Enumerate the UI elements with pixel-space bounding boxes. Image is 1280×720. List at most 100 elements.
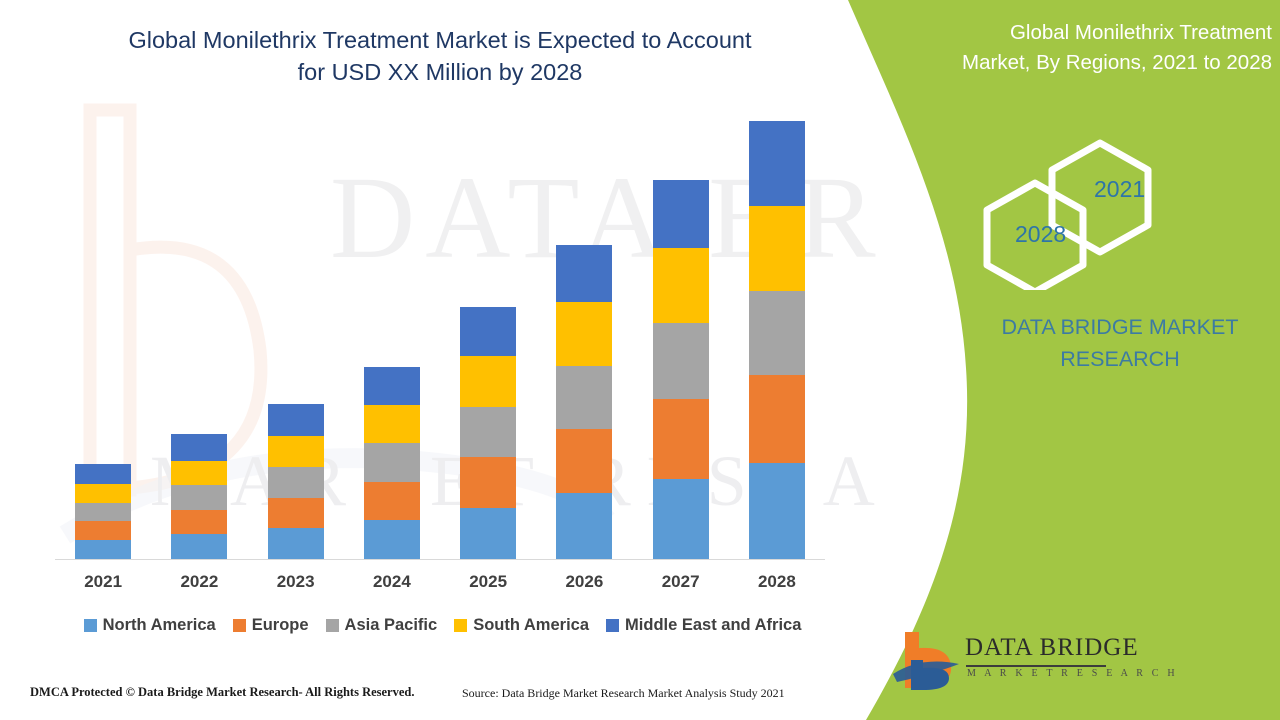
bar-segment-middle-east-and-africa[interactable] <box>748 120 805 206</box>
bar-column-2023[interactable] <box>248 121 344 559</box>
bar-column-2021[interactable] <box>55 121 151 559</box>
bar-segment-europe[interactable] <box>460 457 517 509</box>
bar-segment-south-america[interactable] <box>460 355 517 407</box>
x-axis-label-2023: 2023 <box>276 572 315 591</box>
hexagon-group: 2021 2028 <box>975 135 1205 296</box>
bar-segment-north-america[interactable] <box>171 534 228 559</box>
bar-segment-europe[interactable] <box>748 375 805 463</box>
stacked-bar[interactable] <box>556 244 613 559</box>
brand-name-line2: RESEARCH <box>1060 347 1180 372</box>
legend-swatch-icon <box>83 619 97 632</box>
bar-segment-asia-pacific[interactable] <box>171 485 228 510</box>
bar-segment-asia-pacific[interactable] <box>652 323 709 399</box>
bar-segment-north-america[interactable] <box>556 492 613 559</box>
legend-item-south-america[interactable]: South America <box>454 616 589 635</box>
logo-title: DATA BRIDGE <box>965 634 1139 661</box>
stacked-bar[interactable] <box>363 367 420 559</box>
bar-segment-middle-east-and-africa[interactable] <box>556 244 613 303</box>
legend-item-europe[interactable]: Europe <box>232 616 309 635</box>
bar-group <box>55 120 825 559</box>
bar-segment-europe[interactable] <box>171 509 228 535</box>
legend-label: Asia Pacific <box>344 616 438 634</box>
bar-segment-europe[interactable] <box>267 497 324 529</box>
legend-label: Middle East and Africa <box>625 616 802 634</box>
bar-segment-south-america[interactable] <box>556 302 613 366</box>
bar-segment-asia-pacific[interactable] <box>748 290 805 376</box>
legend-item-north-america[interactable]: North America <box>83 616 216 635</box>
bar-segment-middle-east-and-africa[interactable] <box>460 307 517 356</box>
bar-column-2025[interactable] <box>440 121 536 559</box>
legend-swatch-icon <box>606 619 620 632</box>
legend-swatch-icon <box>325 619 339 632</box>
bar-segment-south-america[interactable] <box>748 205 805 291</box>
bar-segment-middle-east-and-africa[interactable] <box>75 463 132 484</box>
brand-name: DATA BRIDGE MARKET RESEARCH <box>960 311 1280 376</box>
legend-item-middle-east-and-africa[interactable]: Middle East and Africa <box>606 616 801 635</box>
bar-segment-north-america[interactable] <box>748 462 805 559</box>
x-axis-label-2028: 2028 <box>757 572 796 591</box>
x-axis-label-2026: 2026 <box>565 572 604 591</box>
page-title-line1: Global Monilethrix Treatment Market is E… <box>128 27 752 53</box>
bar-column-2027[interactable] <box>633 121 729 559</box>
x-axis-label-2024: 2024 <box>372 572 411 591</box>
stacked-bar[interactable] <box>171 434 228 559</box>
panel-title-line2: Market, By Regions, 2021 to 2028 <box>962 50 1272 74</box>
hexagon-label-2028: 2028 <box>1015 221 1067 247</box>
hexagon-shapes-icon <box>983 139 1152 296</box>
stacked-bar[interactable] <box>748 120 805 559</box>
bar-segment-south-america[interactable] <box>75 483 132 503</box>
bar-segment-middle-east-and-africa[interactable] <box>363 367 420 405</box>
footer-source: Source: Data Bridge Market Research Mark… <box>462 686 785 700</box>
chart-legend: North America Europe Asia Pacific South Ame… <box>55 616 830 635</box>
bar-segment-europe[interactable] <box>75 521 132 541</box>
bar-segment-middle-east-and-africa[interactable] <box>171 434 228 461</box>
stacked-bar[interactable] <box>652 179 709 559</box>
bar-segment-asia-pacific[interactable] <box>556 365 613 430</box>
bar-segment-asia-pacific[interactable] <box>267 467 324 498</box>
bar-segment-south-america[interactable] <box>363 404 420 444</box>
x-axis-labels: 2021 2022 2023 2024 2025 2026 2027 2028 <box>55 572 825 592</box>
bar-segment-south-america[interactable] <box>652 248 709 324</box>
company-logo: DATA BRIDGE M A R K E T R E S E A R C H <box>893 626 1175 694</box>
bar-segment-south-america[interactable] <box>267 436 324 468</box>
bar-segment-asia-pacific[interactable] <box>75 502 132 522</box>
panel-title: Global Monilethrix Treatment Market, By … <box>900 18 1272 77</box>
legend-item-asia-pacific[interactable]: Asia Pacific <box>325 616 438 635</box>
bar-column-2028[interactable] <box>729 120 825 559</box>
bar-segment-north-america[interactable] <box>363 520 420 559</box>
bar-segment-south-america[interactable] <box>171 460 228 486</box>
bar-chart-plot-area <box>55 120 825 560</box>
bar-column-2026[interactable] <box>536 121 632 559</box>
hexagon-label-2021: 2021 <box>1094 176 1146 202</box>
bar-segment-north-america[interactable] <box>267 528 324 559</box>
bar-segment-north-america[interactable] <box>652 478 709 559</box>
page-title-line2: for USD XX Million by 2028 <box>297 59 583 86</box>
footer-copyright: DMCA Protected © Data Bridge Market Rese… <box>30 685 415 699</box>
bar-segment-europe[interactable] <box>556 429 613 493</box>
stacked-bar[interactable] <box>75 463 132 559</box>
bar-column-2022[interactable] <box>151 121 247 559</box>
legend-label: South America <box>473 616 590 634</box>
bar-segment-europe[interactable] <box>652 398 709 479</box>
bar-segment-middle-east-and-africa[interactable] <box>652 179 709 249</box>
logo-tagline: M A R K E T R E S E A R C H <box>967 668 1178 679</box>
stacked-bar[interactable] <box>267 403 324 559</box>
x-axis-line <box>55 559 825 560</box>
bar-segment-asia-pacific[interactable] <box>363 443 420 482</box>
panel-title-line1: Global Monilethrix Treatment <box>1009 21 1272 44</box>
bar-segment-middle-east-and-africa[interactable] <box>267 403 324 437</box>
legend-label: North America <box>102 616 216 634</box>
page-title: Global Monilethrix Treatment Market is E… <box>60 24 820 89</box>
bar-segment-europe[interactable] <box>363 481 420 521</box>
bar-segment-asia-pacific[interactable] <box>460 406 517 458</box>
x-axis-label-2022: 2022 <box>180 572 219 591</box>
stacked-bar[interactable] <box>460 307 517 559</box>
legend-swatch-icon <box>454 619 468 632</box>
x-axis-label-2027: 2027 <box>661 572 700 591</box>
legend-swatch-icon <box>232 619 246 632</box>
bar-column-2024[interactable] <box>344 121 440 559</box>
bar-segment-north-america[interactable] <box>460 508 517 559</box>
bar-segment-north-america[interactable] <box>75 540 132 559</box>
logo-divider <box>966 665 1106 667</box>
